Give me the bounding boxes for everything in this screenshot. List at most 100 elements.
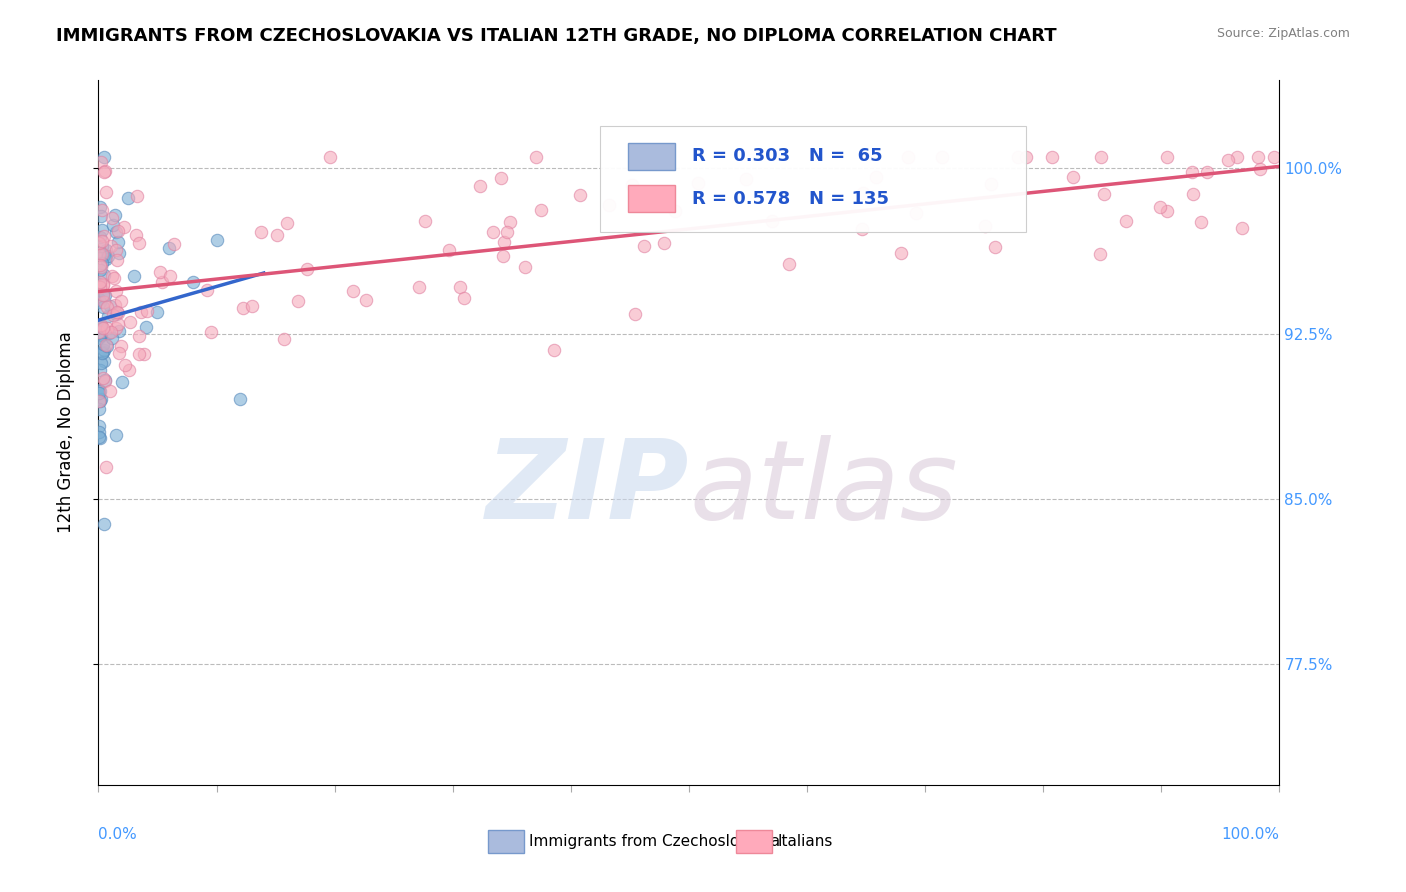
Point bbox=[135, 319, 157, 334]
Point bbox=[437, 243, 460, 257]
Point bbox=[1088, 246, 1111, 260]
Point bbox=[107, 306, 129, 320]
Point bbox=[122, 268, 145, 283]
Point bbox=[408, 280, 430, 294]
Point bbox=[87, 386, 110, 401]
Point bbox=[91, 247, 114, 261]
Point bbox=[90, 328, 112, 343]
Point bbox=[101, 211, 124, 226]
Point bbox=[1230, 220, 1253, 235]
Point bbox=[273, 332, 295, 346]
Point bbox=[114, 359, 136, 373]
Point bbox=[94, 243, 117, 257]
Point bbox=[101, 269, 124, 284]
Text: IMMIGRANTS FROM CZECHOSLOVAKIA VS ITALIAN 12TH GRADE, NO DIPLOMA CORRELATION CHA: IMMIGRANTS FROM CZECHOSLOVAKIA VS ITALIA… bbox=[56, 27, 1057, 45]
Point bbox=[107, 224, 129, 238]
Point bbox=[319, 150, 342, 164]
Point bbox=[100, 239, 122, 253]
Point bbox=[120, 315, 142, 329]
Point bbox=[1195, 164, 1218, 178]
Point bbox=[91, 321, 114, 335]
Point bbox=[482, 225, 505, 239]
Point bbox=[1092, 187, 1115, 202]
Point bbox=[107, 317, 129, 331]
Point bbox=[101, 308, 124, 322]
Point bbox=[110, 293, 132, 308]
Point bbox=[91, 300, 114, 314]
Point bbox=[276, 216, 298, 230]
Point bbox=[93, 248, 115, 262]
Point bbox=[91, 277, 114, 292]
Point bbox=[105, 252, 128, 267]
Point bbox=[620, 178, 643, 193]
Point bbox=[150, 276, 173, 290]
Text: Italians: Italians bbox=[778, 834, 832, 849]
Point bbox=[1181, 187, 1204, 202]
Point bbox=[87, 235, 110, 250]
Point bbox=[108, 346, 131, 360]
Point bbox=[413, 214, 436, 228]
Point bbox=[250, 225, 273, 239]
Point bbox=[90, 235, 112, 249]
Point bbox=[90, 318, 112, 333]
Point bbox=[1249, 162, 1271, 177]
Point bbox=[94, 185, 117, 199]
Point bbox=[93, 229, 115, 244]
Point bbox=[105, 427, 128, 442]
Point bbox=[515, 260, 537, 274]
Point bbox=[1090, 150, 1112, 164]
Point bbox=[96, 339, 118, 353]
Point bbox=[205, 233, 228, 247]
Point bbox=[1189, 215, 1212, 229]
Point bbox=[105, 321, 128, 335]
Text: Source: ZipAtlas.com: Source: ZipAtlas.com bbox=[1216, 27, 1350, 40]
Point bbox=[96, 300, 118, 314]
Point bbox=[865, 169, 887, 184]
Point bbox=[134, 347, 156, 361]
Point bbox=[136, 303, 159, 318]
Point bbox=[89, 275, 111, 289]
Point bbox=[499, 215, 522, 229]
Point bbox=[90, 256, 112, 270]
Point bbox=[97, 309, 120, 323]
Point bbox=[105, 305, 128, 319]
Point bbox=[645, 195, 668, 210]
Point bbox=[87, 425, 110, 439]
Point bbox=[93, 294, 115, 309]
Point bbox=[87, 277, 110, 291]
FancyBboxPatch shape bbox=[600, 126, 1025, 232]
Point bbox=[104, 208, 127, 222]
Point bbox=[98, 384, 121, 398]
Point bbox=[125, 188, 148, 202]
Point bbox=[101, 219, 124, 233]
Point bbox=[117, 363, 139, 377]
Point bbox=[1180, 165, 1202, 179]
Text: Immigrants from Czechoslovakia: Immigrants from Czechoslovakia bbox=[530, 834, 780, 849]
Text: 100.0%: 100.0% bbox=[1222, 827, 1279, 842]
FancyBboxPatch shape bbox=[627, 143, 675, 169]
Point bbox=[896, 150, 918, 164]
Point bbox=[89, 431, 111, 445]
Point bbox=[105, 244, 128, 258]
Point bbox=[1156, 203, 1178, 218]
Point bbox=[449, 279, 471, 293]
Point bbox=[1149, 200, 1171, 214]
Point bbox=[89, 393, 111, 408]
Point bbox=[1247, 150, 1270, 164]
Point bbox=[195, 283, 218, 297]
Point bbox=[90, 154, 112, 169]
Point bbox=[87, 430, 110, 444]
Point bbox=[93, 165, 115, 179]
Point bbox=[90, 209, 112, 223]
Point bbox=[87, 246, 110, 260]
Point bbox=[468, 179, 491, 194]
Point bbox=[96, 252, 118, 266]
Point bbox=[104, 298, 127, 312]
Point bbox=[89, 230, 111, 244]
Point bbox=[107, 235, 129, 249]
Point bbox=[100, 330, 122, 344]
Point bbox=[89, 200, 111, 214]
Point bbox=[105, 284, 128, 298]
Point bbox=[94, 338, 117, 352]
Point bbox=[89, 383, 111, 397]
